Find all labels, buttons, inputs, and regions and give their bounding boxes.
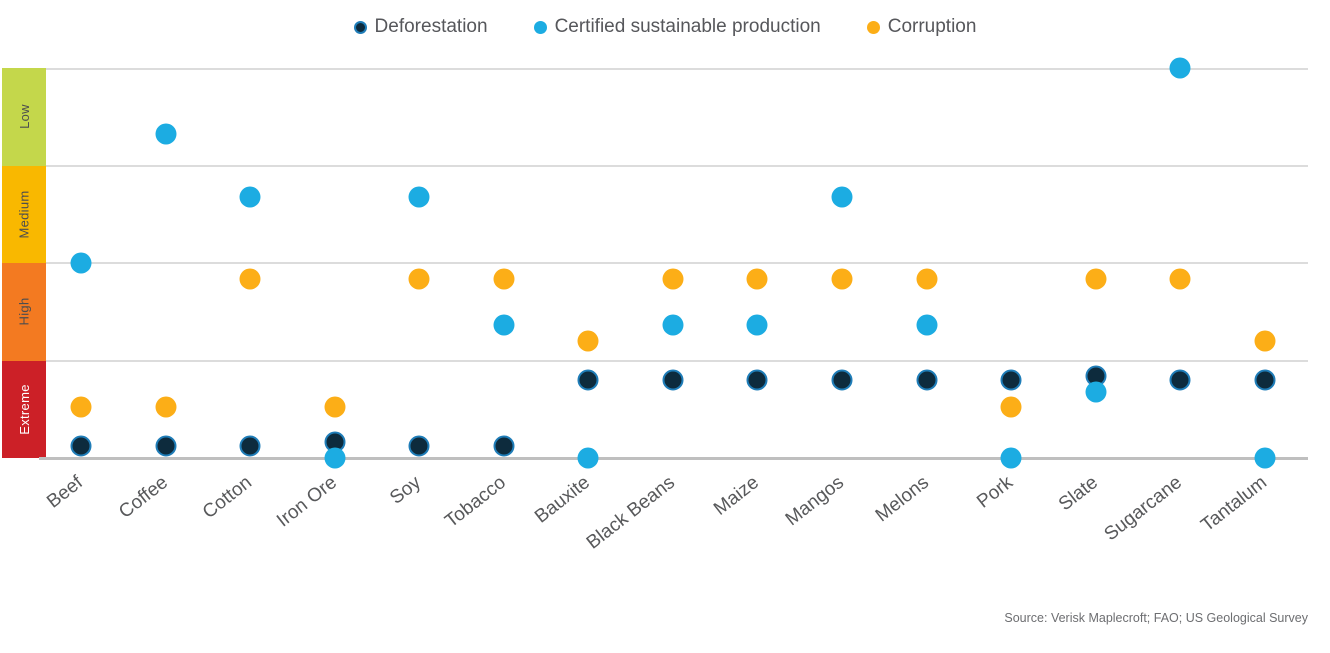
x-axis-label-black-beans: Black Beans — [582, 472, 679, 554]
x-axis-label-beef: Beef — [43, 472, 87, 513]
data-point-certified-sustainable-production-black-beans[interactable] — [662, 314, 684, 336]
x-axis-label-soy: Soy — [386, 472, 426, 509]
data-point-deforestation-soy[interactable] — [408, 435, 430, 457]
certified-sustainable-production-marker-icon — [533, 20, 547, 34]
data-point-corruption-cotton[interactable] — [239, 268, 261, 290]
legend-item-deforestation[interactable]: Deforestation — [353, 16, 488, 38]
data-point-deforestation-black-beans[interactable] — [662, 369, 684, 391]
risk-band-medium: Medium — [2, 165, 46, 263]
data-point-corruption-beef[interactable] — [70, 396, 92, 418]
x-axis-label-coffee: Coffee — [114, 472, 172, 523]
legend-label-certified-sustainable-production: Certified sustainable production — [554, 16, 821, 37]
data-point-corruption-iron-ore[interactable] — [324, 396, 346, 418]
data-point-corruption-sugarcane[interactable] — [1169, 268, 1191, 290]
data-point-certified-sustainable-production-sugarcane[interactable] — [1169, 57, 1191, 79]
data-point-deforestation-beef[interactable] — [70, 435, 92, 457]
data-point-certified-sustainable-production-beef[interactable] — [70, 252, 92, 274]
data-point-certified-sustainable-production-bauxite[interactable] — [577, 447, 599, 469]
risk-band-extreme: Extreme — [2, 360, 46, 458]
data-point-corruption-mangos[interactable] — [831, 268, 853, 290]
data-point-deforestation-bauxite[interactable] — [577, 369, 599, 391]
data-point-certified-sustainable-production-tantalum[interactable] — [1254, 447, 1276, 469]
x-axis-label-mangos: Mangos — [781, 472, 848, 531]
data-point-deforestation-pork[interactable] — [1000, 369, 1022, 391]
gridline-high-extreme — [46, 359, 1308, 362]
legend-item-certified-sustainable-production[interactable]: Certified sustainable production — [533, 16, 821, 38]
x-axis-label-iron-ore: Iron Ore — [272, 472, 341, 532]
data-point-certified-sustainable-production-coffee[interactable] — [155, 123, 177, 145]
data-point-corruption-slate[interactable] — [1085, 268, 1107, 290]
legend-label-corruption: Corruption — [887, 16, 977, 37]
x-axis-line — [39, 457, 1308, 460]
x-axis-label-tobacco: Tobacco — [440, 472, 510, 533]
x-axis-label-bauxite: Bauxite — [531, 472, 595, 528]
data-point-corruption-tobacco[interactable] — [493, 268, 515, 290]
corruption-marker-icon — [866, 20, 880, 34]
data-point-deforestation-tobacco[interactable] — [493, 435, 515, 457]
data-point-certified-sustainable-production-pork[interactable] — [1000, 447, 1022, 469]
data-point-certified-sustainable-production-slate[interactable] — [1085, 381, 1107, 403]
data-point-deforestation-sugarcane[interactable] — [1169, 369, 1191, 391]
risk-band-medium-label: Medium — [16, 190, 32, 239]
x-axis-labels: Beef Coffee Cotton Iron Ore Soy Tobacco Bauxit… — [43, 458, 1308, 608]
gridline-top — [46, 68, 1308, 70]
x-axis-label-sugarcane: Sugarcane — [1100, 472, 1187, 546]
data-point-corruption-maize[interactable] — [746, 268, 768, 290]
legend-item-corruption[interactable]: Corruption — [866, 16, 977, 38]
data-point-corruption-melons[interactable] — [916, 268, 937, 290]
data-point-certified-sustainable-production-iron-ore[interactable] — [324, 447, 346, 469]
risk-band-low: Low — [2, 68, 46, 166]
data-point-certified-sustainable-production-maize[interactable] — [746, 314, 768, 336]
x-axis-label-pork: Pork — [973, 472, 1017, 513]
x-axis-label-slate: Slate — [1054, 472, 1102, 516]
data-point-corruption-tantalum[interactable] — [1254, 330, 1276, 352]
data-point-certified-sustainable-production-soy[interactable] — [408, 186, 430, 208]
data-point-corruption-bauxite[interactable] — [577, 330, 599, 352]
deforestation-marker-icon — [353, 20, 367, 34]
data-point-deforestation-maize[interactable] — [746, 369, 768, 391]
data-point-corruption-soy[interactable] — [408, 268, 430, 290]
chart-legend: Deforestation Certified sustainable prod… — [0, 12, 1330, 42]
risk-band-high-label: High — [16, 297, 32, 326]
data-point-deforestation-coffee[interactable] — [155, 435, 177, 457]
gridline-low-medium — [46, 164, 1308, 167]
data-point-deforestation-melons[interactable] — [916, 369, 937, 391]
data-point-certified-sustainable-production-tobacco[interactable] — [493, 314, 515, 336]
data-point-certified-sustainable-production-melons[interactable] — [916, 314, 937, 336]
x-axis-label-cotton: Cotton — [198, 472, 257, 524]
data-point-certified-sustainable-production-mangos[interactable] — [831, 186, 853, 208]
x-axis-label-tantalum: Tantalum — [1196, 472, 1271, 537]
legend-label-deforestation: Deforestation — [374, 16, 488, 37]
risk-band-low-label: Low — [16, 104, 32, 130]
data-point-deforestation-mangos[interactable] — [831, 369, 853, 391]
plot-area — [39, 57, 1308, 469]
data-point-corruption-black-beans[interactable] — [662, 268, 684, 290]
risk-band-high: High — [2, 263, 46, 361]
source-attribution: Source: Verisk Maplecroft; FAO; US Geolo… — [1004, 611, 1308, 625]
data-point-certified-sustainable-production-cotton[interactable] — [239, 186, 261, 208]
data-point-corruption-coffee[interactable] — [155, 396, 177, 418]
data-point-deforestation-cotton[interactable] — [239, 435, 261, 457]
gridline-medium-high — [46, 262, 1308, 264]
risk-band-axis: Low Medium High Extreme — [2, 68, 46, 458]
x-axis-label-melons: Melons — [871, 472, 933, 527]
risk-band-extreme-label: Extreme — [16, 383, 32, 435]
data-point-deforestation-tantalum[interactable] — [1254, 369, 1276, 391]
data-point-corruption-pork[interactable] — [1000, 396, 1022, 418]
x-axis-label-maize: Maize — [710, 472, 764, 520]
